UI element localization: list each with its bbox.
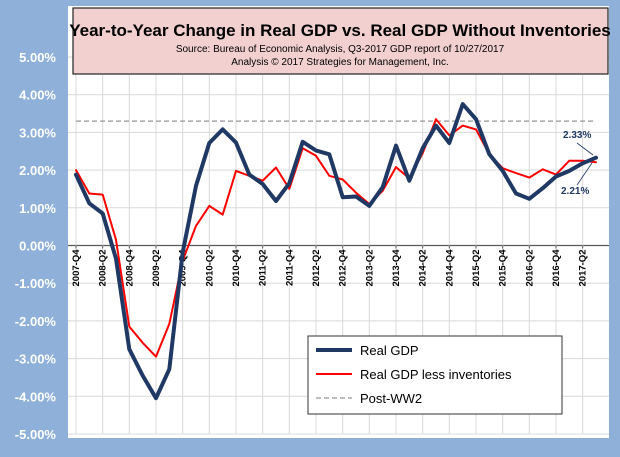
legend-label-real-gdp: Real GDP [360,343,419,358]
x-tick-label: 2012-Q4 [338,249,349,287]
x-tick-label: 2011-Q4 [284,249,295,286]
x-tick-label: 2008-Q4 [124,249,135,287]
x-tick-label: 2013-Q4 [391,249,402,287]
chart-subtitle-copyright: Analysis © 2017 Strategies for Managemen… [231,57,448,68]
chart-title: Year-to-Year Change in Real GDP vs. Real… [69,21,610,40]
x-tick-label: 2016-Q2 [524,250,535,287]
y-tick-label: -1.00% [15,276,57,291]
annotation-leader-bottom [576,162,593,186]
y-tick-label: -4.00% [15,389,57,404]
x-tick-label: 2013-Q2 [364,250,375,287]
x-tick-label: 2011-Q2 [258,250,269,286]
x-tick-label: 2015-Q2 [471,250,482,287]
x-tick-label: 2009-Q4 [178,249,189,287]
data-label-real-gdp: 2.33% [563,130,591,141]
x-tick-label: 2017-Q2 [578,250,589,287]
y-tick-label: 2.00% [19,163,56,178]
legend: Real GDP Real GDP less inventories Post-… [307,335,563,415]
x-tick-label: 2015-Q4 [498,249,509,287]
x-tick-label: 2009-Q2 [151,250,162,287]
chart-subtitle-source: Source: Bureau of Economic Analysis, Q3-… [176,44,505,55]
x-tick-label: 2014-Q2 [418,250,429,287]
y-tick-label: 5.00% [19,50,56,65]
annotation-leader-top [576,142,594,156]
x-tick-label: 2007-Q4 [71,249,82,287]
x-tick-label: 2016-Q4 [551,249,562,287]
y-tick-label: -5.00% [15,427,57,442]
x-tick-labels: 2007-Q4 2008-Q2 2008-Q4 2009-Q2 2009-Q4 2010-… [71,245,589,287]
y-tick-label: 1.00% [19,201,56,216]
x-tick-label: 2010-Q2 [204,250,215,287]
y-tick-labels: -5.00% -4.00% -3.00% -2.00% -1.00% 0.00% 1.00%… [15,50,57,442]
data-label-real-gdp-less-inventories: 2.21% [561,186,589,197]
legend-label-post-ww2: Post-WW2 [360,391,422,406]
y-tick-label: 3.00% [19,125,56,140]
y-tick-label: -2.00% [15,314,57,329]
series-layer [74,102,598,401]
x-tick-label: 2010-Q4 [231,249,242,287]
title-box: Year-to-Year Change in Real GDP vs. Real… [69,7,611,75]
y-tick-label: -3.00% [15,352,57,367]
x-tick-label: 2008-Q2 [98,250,109,287]
x-tick-label: 2012-Q2 [311,250,322,287]
y-tick-label: 4.00% [19,88,56,103]
x-tick-label: 2014-Q4 [444,249,455,287]
series-line-real-gdp [74,102,598,401]
legend-label-real-gdp-less-inventories: Real GDP less inventories [360,367,512,382]
y-tick-label: 0.00% [19,239,56,254]
